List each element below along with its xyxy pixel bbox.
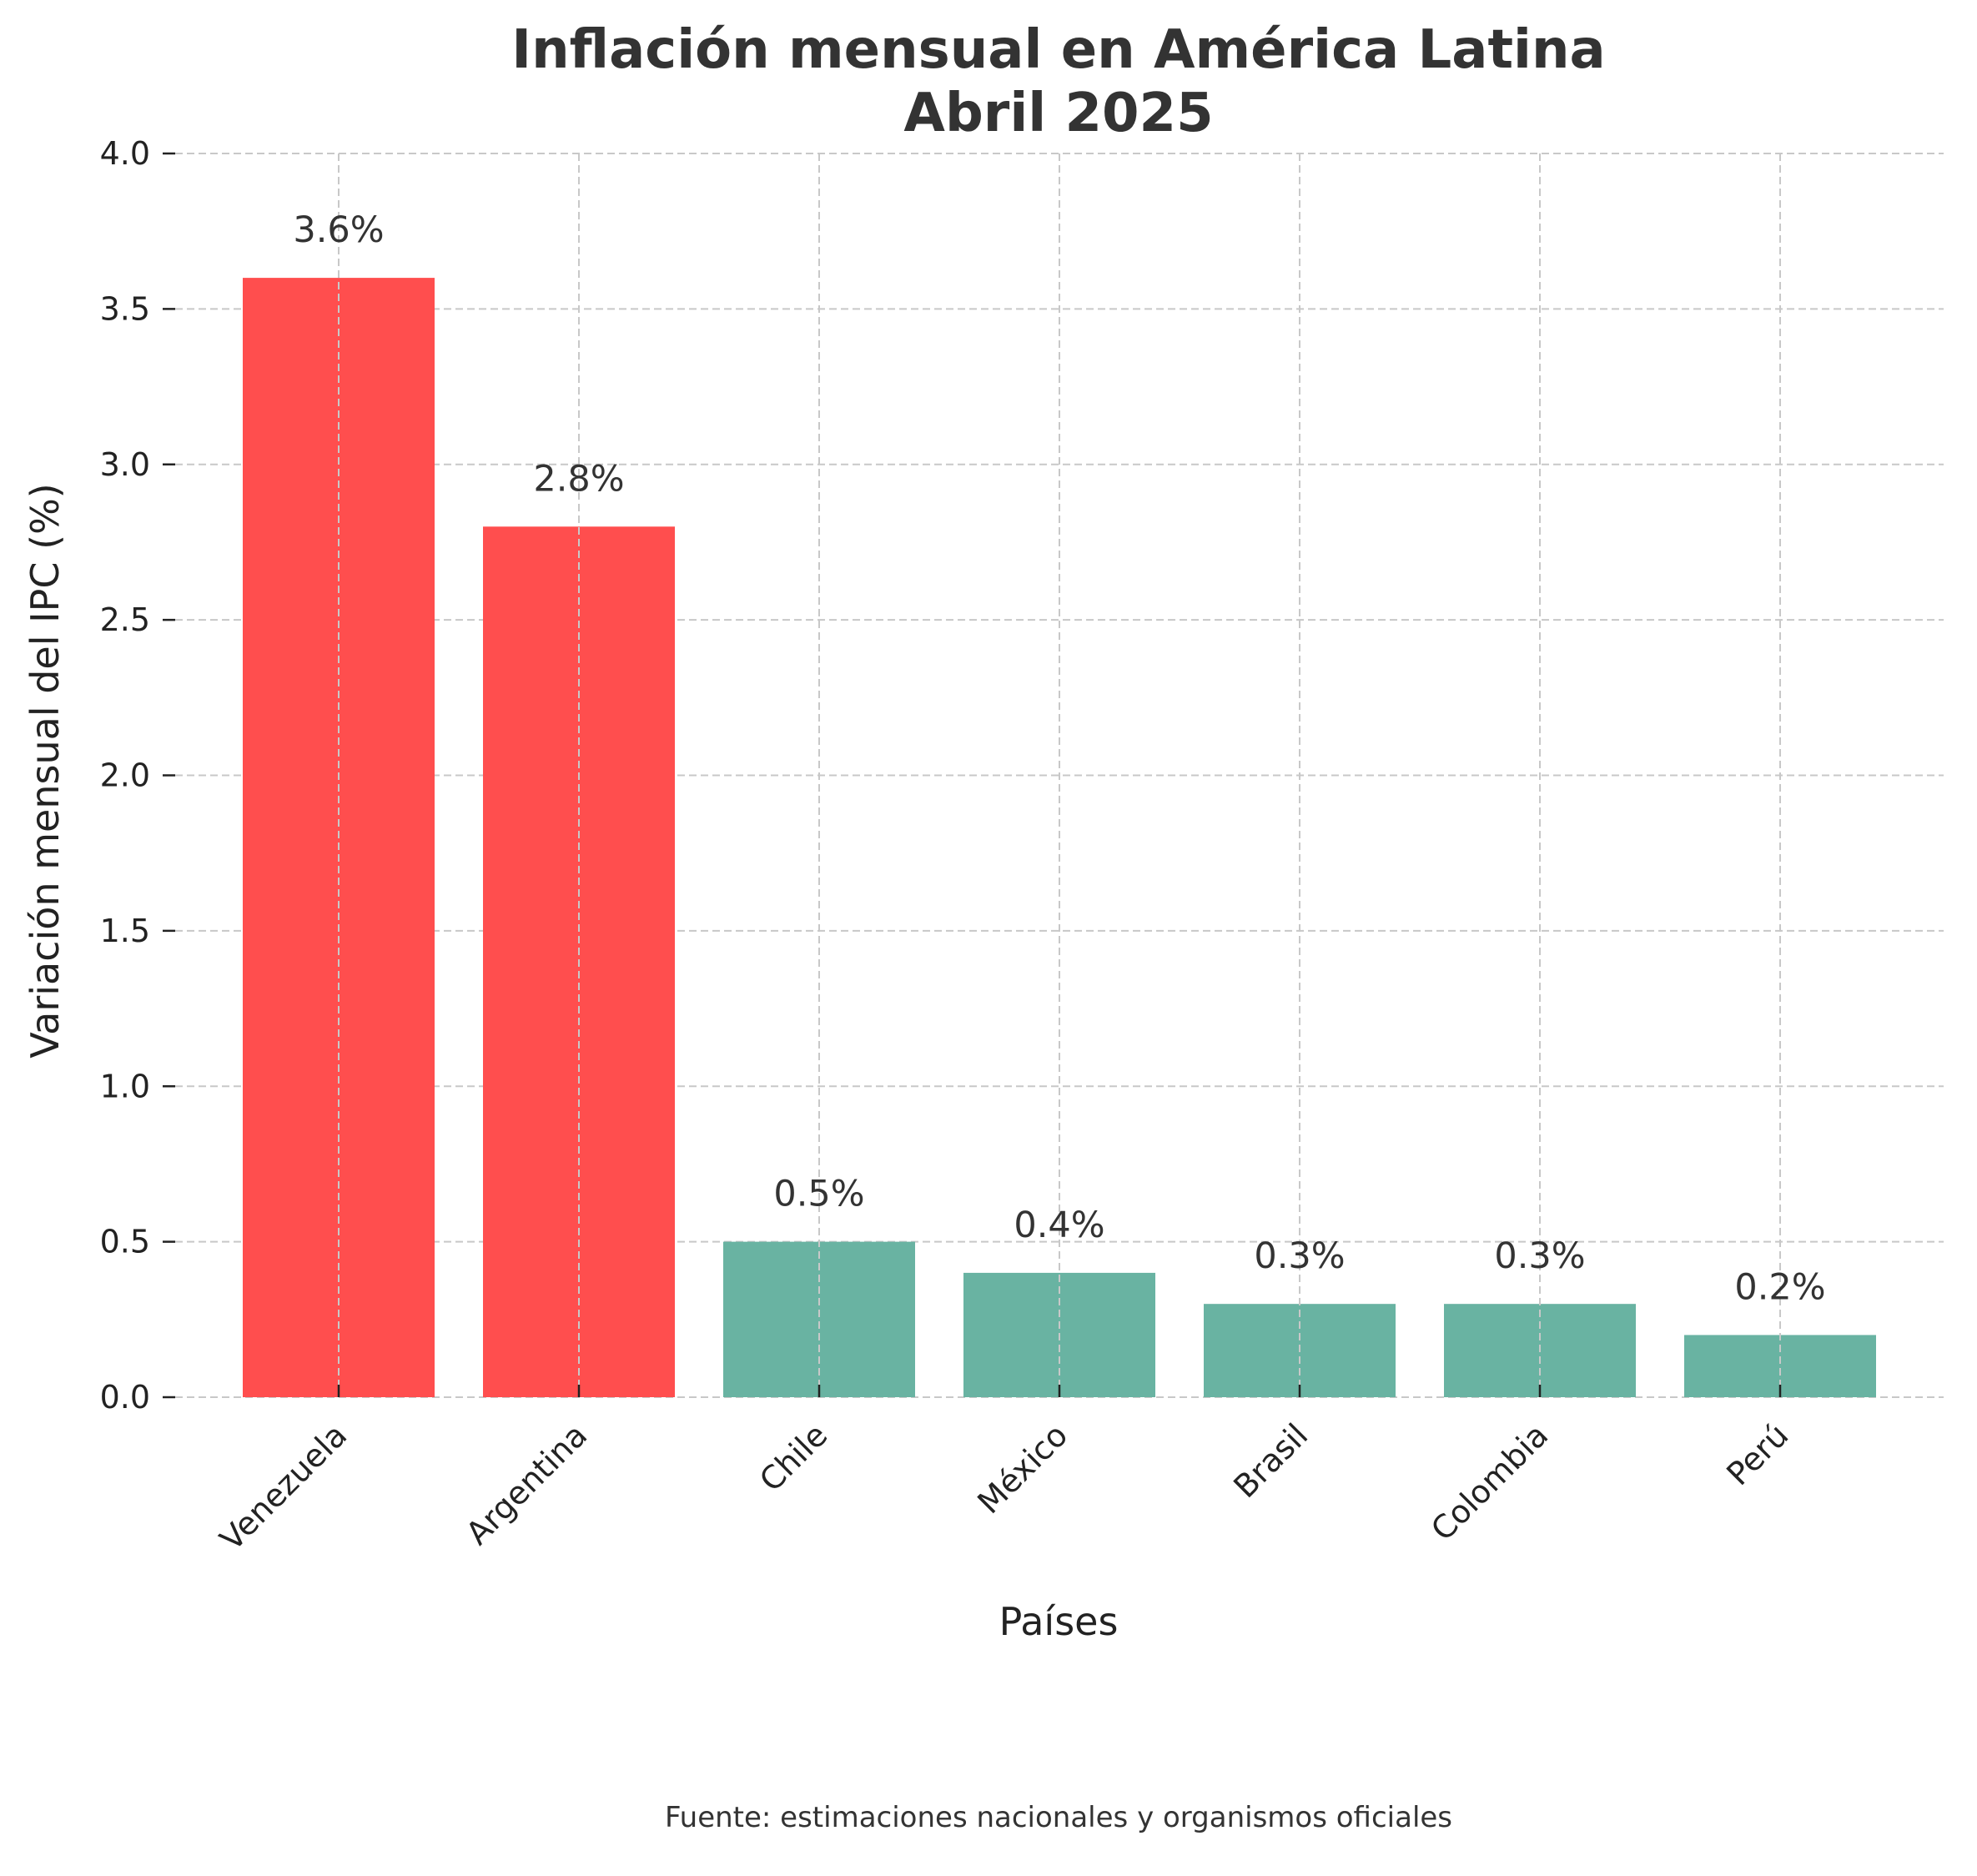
y-tick-label: 0.5: [100, 1224, 150, 1260]
data-label: 0.3%: [1494, 1235, 1585, 1277]
y-tick-label: 2.0: [100, 757, 150, 794]
chart-title-line-1: Inflación mensual en América Latina: [511, 19, 1605, 81]
x-tick-label: Brasil: [1226, 1416, 1315, 1505]
x-axis-label: Países: [999, 1599, 1119, 1644]
y-tick-label: 0.0: [100, 1379, 150, 1416]
vertical-grid-lines: [338, 153, 1781, 1397]
x-tick-label: México: [970, 1416, 1074, 1521]
value-labels: 3.6% 2.8% 0.5% 0.4% 0.3% 0.3% 0.2%: [293, 209, 1825, 1308]
data-label: 0.4%: [1014, 1205, 1104, 1246]
y-tick-label: 3.5: [100, 290, 150, 327]
y-tick-label: 1.0: [100, 1068, 150, 1104]
y-tick-label: 2.5: [100, 601, 150, 638]
y-axis-label: Variación mensual del IPC (%): [23, 483, 68, 1058]
x-tick-label: Colombia: [1424, 1416, 1555, 1547]
data-label: 2.8%: [533, 458, 624, 500]
x-tick-label: Venezuela: [213, 1416, 354, 1557]
data-label: 0.2%: [1734, 1266, 1825, 1308]
data-label: 3.6%: [293, 209, 384, 251]
x-tick-label: Argentina: [459, 1416, 594, 1552]
source-note: Fuente: estimaciones nacionales y organi…: [665, 1801, 1452, 1834]
x-tick-label: Chile: [752, 1416, 834, 1498]
y-tick-label: 3.0: [100, 446, 150, 483]
x-tick-label: Perú: [1719, 1416, 1795, 1492]
data-label: 0.5%: [773, 1174, 864, 1215]
grid-lines: [175, 153, 1944, 1398]
data-label: 0.3%: [1254, 1235, 1345, 1277]
y-tick-label: 1.5: [100, 913, 150, 949]
y-tick-label: 4.0: [100, 135, 150, 172]
chart-title-line-2: Abril 2025: [903, 83, 1213, 144]
